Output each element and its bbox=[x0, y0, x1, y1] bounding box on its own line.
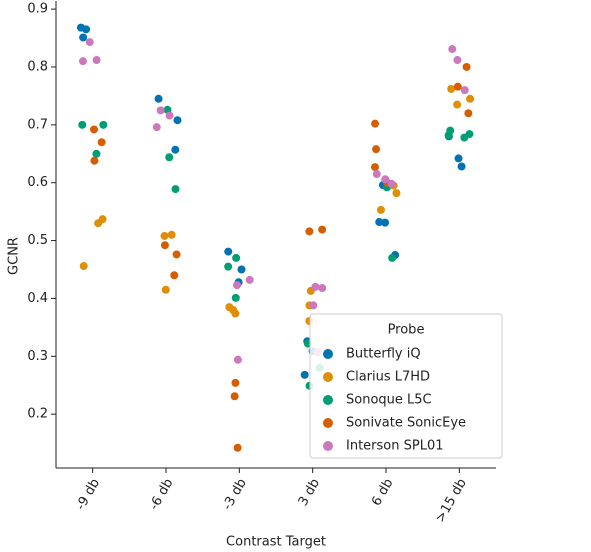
point bbox=[231, 293, 240, 302]
legend-label: Sonoque L5C bbox=[346, 393, 432, 408]
point bbox=[173, 116, 182, 125]
point bbox=[371, 119, 380, 128]
point bbox=[85, 38, 94, 47]
legend-label: Interson SPL01 bbox=[346, 439, 444, 454]
x-tick-label: -6 db bbox=[147, 476, 177, 513]
point bbox=[78, 120, 87, 129]
y-tick-label: 0.3 bbox=[27, 349, 48, 364]
legend-marker bbox=[323, 349, 333, 359]
point bbox=[372, 170, 381, 179]
point bbox=[460, 86, 469, 95]
point bbox=[152, 123, 161, 132]
y-tick-label: 0.5 bbox=[27, 233, 48, 248]
point bbox=[318, 225, 327, 234]
point bbox=[160, 241, 169, 250]
point bbox=[82, 25, 91, 34]
point bbox=[462, 62, 471, 71]
point bbox=[457, 162, 466, 171]
point bbox=[167, 230, 176, 239]
point bbox=[453, 100, 462, 109]
point bbox=[92, 56, 101, 65]
point bbox=[171, 185, 180, 194]
point bbox=[454, 154, 463, 163]
point bbox=[79, 33, 88, 42]
point bbox=[376, 205, 385, 214]
y-axis-label: GCNR bbox=[7, 237, 22, 275]
legend-box bbox=[309, 313, 503, 459]
point bbox=[90, 156, 99, 165]
point bbox=[464, 109, 473, 118]
point bbox=[224, 247, 233, 256]
point bbox=[381, 218, 390, 227]
point bbox=[447, 84, 456, 93]
point bbox=[370, 163, 379, 172]
point bbox=[165, 111, 174, 120]
point bbox=[466, 94, 475, 103]
point bbox=[448, 45, 457, 54]
point bbox=[160, 231, 169, 240]
point bbox=[309, 301, 318, 310]
point bbox=[392, 189, 401, 198]
point bbox=[372, 145, 381, 154]
y-tick-label: 0.7 bbox=[27, 117, 48, 132]
y-tick-label: 0.8 bbox=[27, 59, 48, 74]
x-tick-label: -9 db bbox=[73, 476, 103, 513]
point bbox=[231, 378, 240, 387]
point bbox=[453, 56, 462, 65]
y-tick-label: 0.6 bbox=[27, 175, 48, 190]
point bbox=[233, 355, 242, 364]
point bbox=[460, 133, 469, 142]
legend-label: Clarius L7HD bbox=[346, 370, 430, 385]
point bbox=[232, 253, 241, 262]
y-tick-label: 0.9 bbox=[27, 2, 48, 17]
point bbox=[245, 275, 254, 284]
x-tick-label: >15 db bbox=[433, 476, 470, 525]
point bbox=[381, 175, 390, 184]
point bbox=[78, 57, 87, 66]
point bbox=[300, 370, 309, 379]
legend-marker bbox=[323, 441, 333, 451]
point bbox=[231, 309, 240, 318]
x-tick-label: -3 db bbox=[220, 476, 250, 513]
y-tick-label: 0.4 bbox=[27, 291, 48, 306]
point bbox=[165, 153, 174, 162]
legend-label: Butterfly iQ bbox=[346, 347, 421, 362]
point bbox=[161, 285, 170, 294]
point bbox=[170, 271, 179, 280]
x-axis-label: Contrast Target bbox=[226, 535, 326, 550]
point bbox=[224, 262, 233, 271]
point bbox=[311, 282, 320, 291]
legend-title: Probe bbox=[388, 323, 425, 338]
legend-marker bbox=[323, 395, 333, 405]
point bbox=[171, 145, 180, 154]
point bbox=[388, 253, 397, 262]
point bbox=[94, 219, 103, 228]
point bbox=[375, 218, 384, 227]
point bbox=[156, 106, 165, 115]
point bbox=[305, 227, 314, 236]
x-tick-label: 6 db bbox=[369, 476, 396, 509]
point bbox=[92, 149, 101, 158]
point bbox=[318, 284, 327, 293]
point bbox=[230, 392, 239, 401]
point bbox=[97, 138, 106, 147]
point bbox=[90, 125, 99, 134]
point bbox=[79, 262, 88, 271]
legend-marker bbox=[323, 418, 333, 428]
point bbox=[453, 82, 462, 91]
point bbox=[233, 443, 242, 452]
point bbox=[172, 250, 181, 259]
point bbox=[233, 281, 242, 290]
point bbox=[99, 120, 108, 129]
x-tick-label: 3 db bbox=[296, 476, 323, 509]
y-tick-label: 0.2 bbox=[27, 407, 48, 422]
point bbox=[237, 265, 246, 274]
point bbox=[444, 131, 453, 140]
point bbox=[387, 179, 396, 188]
legend-marker bbox=[323, 372, 333, 382]
point bbox=[154, 94, 163, 103]
legend-label: Sonivate SonicEye bbox=[346, 416, 466, 431]
